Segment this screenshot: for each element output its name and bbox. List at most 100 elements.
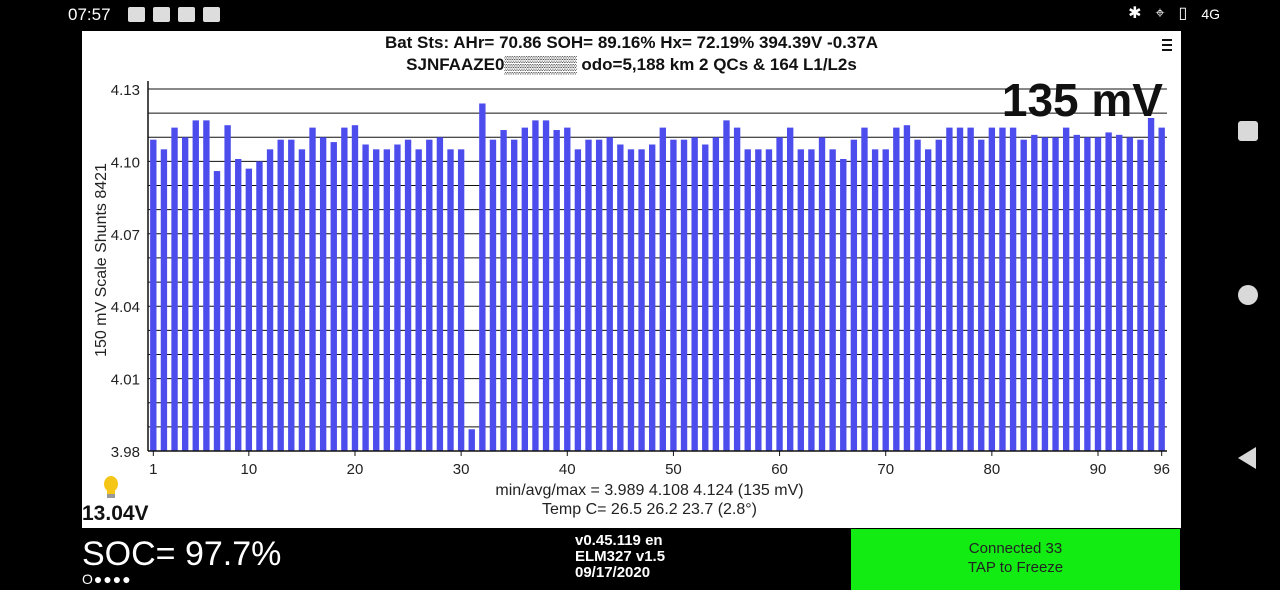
voltage-bar	[309, 127, 316, 451]
voltage-bar	[542, 120, 550, 451]
voltage-bar	[723, 120, 730, 451]
voltage-bar	[479, 103, 486, 451]
voltage-bar	[1158, 127, 1165, 451]
voltage-bar	[511, 139, 518, 451]
voltage-bar	[436, 137, 444, 451]
voltage-bar	[1084, 137, 1091, 451]
state-of-charge: SOC= 97.7%	[82, 535, 282, 573]
voltage-bar	[256, 161, 263, 451]
voltage-bar	[160, 149, 168, 451]
voltage-bar	[924, 149, 932, 451]
voltage-bar	[755, 149, 762, 451]
adapter-version: ELM327 v1.5	[575, 548, 666, 565]
voltage-bar	[394, 144, 401, 452]
voltage-bar	[150, 139, 157, 451]
voltage-bar	[691, 137, 698, 451]
voltage-bar	[224, 125, 231, 451]
voltage-bar	[850, 139, 858, 451]
voltage-bar	[468, 429, 475, 451]
voltage-bar	[606, 137, 613, 451]
voltage-bar	[818, 137, 826, 451]
connection-status: Connected 33	[968, 540, 1063, 557]
voltage-bar	[1094, 137, 1102, 451]
voltage-bar	[426, 139, 433, 451]
vibrate-icon: ▯	[1178, 5, 1188, 22]
voltage-bar	[861, 127, 868, 451]
x-tick-label: 70	[877, 461, 894, 478]
home-button[interactable]	[1238, 285, 1258, 305]
document-icon	[153, 7, 170, 22]
voltage-bar	[638, 149, 645, 451]
cell-voltage-chart: 4.13 4.10 4.07 4.04 4.01 3.98 1 10 20 30 40 50 60 70 8…	[111, 81, 1170, 478]
voltage-bar	[649, 144, 656, 452]
voltage-bar	[1105, 132, 1112, 451]
status-time: 07:57	[68, 5, 111, 24]
voltage-bar	[670, 139, 677, 451]
voltage-bar	[266, 149, 274, 451]
image-icon	[128, 7, 145, 22]
voltage-bar	[245, 168, 253, 451]
voltage-bar	[553, 130, 560, 451]
back-button[interactable]	[1238, 447, 1256, 469]
status-bar: 07:57 ✱ ⌖ ▯ 4G	[0, 0, 1280, 30]
app-version: v0.45.119 en	[575, 532, 663, 549]
version-info: v0.45.119 en ELM327 v1.5 09/17/2020	[575, 533, 665, 581]
notification-icons	[128, 7, 220, 22]
voltage-bar	[946, 127, 953, 451]
x-tick-label: 60	[771, 461, 788, 478]
temperature-readout: Temp C= 26.5 26.2 23.7 (2.8°)	[542, 501, 757, 518]
voltage-bar	[1041, 137, 1049, 451]
lightbulb-icon[interactable]	[102, 475, 120, 499]
voltage-bar	[808, 149, 815, 451]
x-tick-label: 96	[1153, 461, 1170, 478]
voltage-bar	[277, 139, 284, 451]
battery-chart-panel[interactable]: Bat Sts: AHr= 70.86 SOH= 89.16% Hx= 72.1…	[82, 31, 1181, 528]
y-axis-label: 150 mV Scale Shunts 8421	[93, 163, 110, 357]
menu-icon[interactable]	[1162, 39, 1172, 54]
y-tick-label: 4.01	[111, 372, 140, 389]
voltage-bar	[330, 142, 337, 451]
voltage-bar	[1052, 137, 1059, 451]
voltage-bar	[341, 127, 348, 451]
vin-odometer-line: SJNFAAZE0▒▒▒▒▒▒ odo=5,188 km 2 QCs & 164…	[406, 55, 857, 74]
voltage-bar	[829, 149, 836, 451]
voltage-bar	[978, 139, 985, 451]
x-tick-label: 1	[149, 461, 157, 478]
voltage-bar	[203, 120, 210, 451]
voltage-bar	[903, 125, 911, 451]
voltage-bar	[840, 158, 847, 451]
voltage-bar	[617, 144, 624, 452]
y-tick-label: 4.07	[111, 227, 140, 244]
voltage-bar	[373, 149, 380, 451]
voltage-bar	[235, 158, 242, 451]
connection-freeze-button[interactable]: Connected 33 TAP to Freeze	[851, 529, 1180, 590]
voltage-bar	[500, 130, 507, 451]
voltage-bar	[447, 149, 454, 451]
voltage-bar	[702, 144, 709, 452]
voltage-bar	[893, 127, 900, 451]
voltage-bar	[797, 149, 804, 451]
x-tick-label: 90	[1090, 461, 1107, 478]
voltage-bar	[786, 127, 794, 451]
voltage-bar	[935, 139, 942, 451]
battery-status-line: Bat Sts: AHr= 70.86 SOH= 89.16% Hx= 72.1…	[384, 33, 879, 52]
voltage-bar	[744, 149, 751, 451]
voltage-bar	[319, 137, 327, 451]
system-icons: ✱ ⌖ ▯ 4G	[1128, 5, 1220, 23]
voltage-bar	[988, 127, 996, 451]
voltage-bar	[712, 137, 720, 451]
x-tick-label: 50	[665, 461, 682, 478]
voltage-bar	[595, 139, 603, 451]
voltage-bar	[914, 139, 921, 451]
recents-button[interactable]	[1238, 121, 1258, 141]
voltage-spread: 135 mV	[1001, 74, 1163, 126]
voltage-bar	[776, 137, 783, 451]
soc-indicator-dots: O●●●●	[82, 571, 132, 587]
voltage-bar	[1062, 127, 1070, 451]
y-tick-label: 4.10	[111, 154, 140, 171]
voltage-bar	[564, 127, 571, 451]
voltage-bar	[298, 149, 306, 451]
bluetooth-icon: ✱	[1128, 5, 1142, 22]
x-tick-label: 80	[984, 461, 1001, 478]
aux-battery-voltage: 13.04V	[82, 502, 149, 525]
